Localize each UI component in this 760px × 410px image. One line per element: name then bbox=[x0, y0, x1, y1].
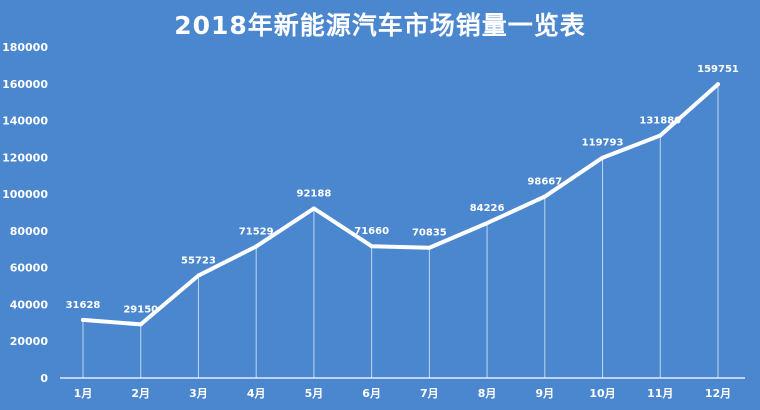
data-label: 70835 bbox=[412, 228, 447, 239]
y-tick-label: 160000 bbox=[2, 78, 48, 91]
x-tick-label: 9月 bbox=[535, 387, 554, 400]
y-tick-label: 40000 bbox=[10, 298, 49, 311]
data-label: 31628 bbox=[66, 300, 101, 311]
data-point bbox=[600, 155, 605, 160]
y-tick-label: 20000 bbox=[10, 335, 49, 348]
y-tick-label: 80000 bbox=[10, 225, 49, 238]
y-tick-label: 180000 bbox=[2, 41, 48, 54]
data-label: 92188 bbox=[297, 188, 332, 199]
x-tick-label: 1月 bbox=[74, 387, 93, 400]
x-tick-label: 5月 bbox=[305, 387, 324, 400]
x-tick-label: 7月 bbox=[420, 387, 439, 400]
data-label: 119793 bbox=[582, 138, 624, 149]
data-point bbox=[138, 322, 143, 327]
data-label: 29150 bbox=[123, 304, 158, 315]
x-tick-label: 10月 bbox=[589, 387, 615, 400]
y-tick-label: 120000 bbox=[2, 151, 48, 164]
y-tick-label: 0 bbox=[40, 372, 48, 385]
data-label: 98667 bbox=[527, 177, 562, 188]
y-tick-label: 100000 bbox=[2, 188, 48, 201]
data-point bbox=[196, 273, 201, 278]
data-point bbox=[254, 244, 259, 249]
data-point bbox=[369, 244, 374, 249]
y-tick-label: 60000 bbox=[10, 262, 49, 275]
data-label: 159751 bbox=[697, 64, 739, 75]
y-tick-label: 140000 bbox=[2, 115, 48, 128]
data-label: 71529 bbox=[239, 226, 274, 237]
x-tick-label: 3月 bbox=[189, 387, 208, 400]
data-point bbox=[81, 317, 85, 322]
x-tick-label: 2月 bbox=[131, 387, 150, 400]
data-point bbox=[716, 82, 720, 87]
data-point bbox=[485, 221, 490, 226]
data-label: 131880 bbox=[639, 115, 681, 126]
series-line bbox=[81, 82, 720, 327]
chart-title: 2018年新能源汽车市场销量一览表 bbox=[174, 11, 586, 40]
data-point bbox=[658, 133, 663, 138]
x-tick-label: 6月 bbox=[362, 387, 381, 400]
data-label: 55723 bbox=[181, 256, 216, 267]
data-label: 71660 bbox=[354, 226, 389, 237]
data-point bbox=[311, 206, 316, 211]
x-tick-label: 8月 bbox=[478, 387, 497, 400]
data-point bbox=[427, 245, 432, 250]
x-tick-label: 4月 bbox=[247, 387, 266, 400]
x-tick-label: 12月 bbox=[705, 387, 731, 400]
data-label: 84226 bbox=[470, 203, 505, 214]
data-point bbox=[542, 194, 547, 199]
x-tick-label: 11月 bbox=[647, 387, 673, 400]
